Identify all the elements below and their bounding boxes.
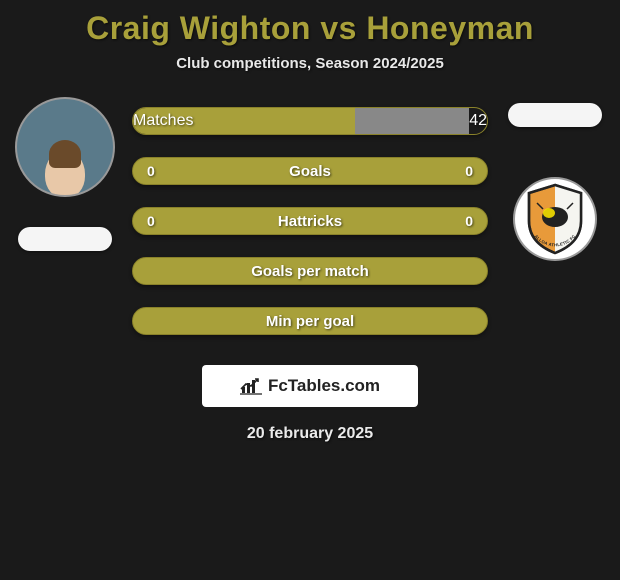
page-title: Craig Wighton vs Honeyman — [0, 10, 620, 47]
hattricks-left-value: 0 — [147, 213, 155, 229]
player-right-column: ALLOA ATHLETIC FC — [500, 97, 610, 261]
chart-icon — [240, 377, 262, 395]
club-shield-icon: ALLOA ATHLETIC FC — [525, 183, 585, 255]
player-left-flag — [18, 227, 112, 251]
player-right-club-logo: ALLOA ATHLETIC FC — [513, 177, 597, 261]
matches-label: Matches — [133, 112, 487, 130]
gpm-label: Goals per match — [133, 263, 487, 280]
player-right-flag — [508, 103, 602, 127]
brand-badge[interactable]: FcTables.com — [202, 365, 418, 407]
footer: FcTables.com 20 february 2025 — [0, 365, 620, 443]
player-left-avatar — [15, 97, 115, 197]
stats-bars: 4 Matches 2 0 Goals 0 0 Hattricks 0 Goal… — [132, 97, 488, 335]
stat-bar-gpm: Goals per match — [132, 257, 488, 285]
mpg-label: Min per goal — [133, 313, 487, 330]
stat-bar-goals: 0 Goals 0 — [132, 157, 488, 185]
stat-bar-mpg: Min per goal — [132, 307, 488, 335]
main-row: 4 Matches 2 0 Goals 0 0 Hattricks 0 Goal… — [0, 97, 620, 335]
goals-right-value: 0 — [465, 163, 473, 179]
stat-bar-hattricks: 0 Hattricks 0 — [132, 207, 488, 235]
comparison-card: Craig Wighton vs Honeyman Club competiti… — [0, 0, 620, 443]
hattricks-label: Hattricks — [133, 213, 487, 230]
stat-bar-matches: 4 Matches 2 — [132, 107, 488, 135]
brand-text: FcTables.com — [268, 376, 380, 396]
footer-date: 20 february 2025 — [247, 425, 373, 443]
player-left-column — [10, 97, 120, 251]
goals-label: Goals — [133, 163, 487, 180]
goals-left-value: 0 — [147, 163, 155, 179]
hattricks-right-value: 0 — [465, 213, 473, 229]
subtitle: Club competitions, Season 2024/2025 — [0, 55, 620, 72]
